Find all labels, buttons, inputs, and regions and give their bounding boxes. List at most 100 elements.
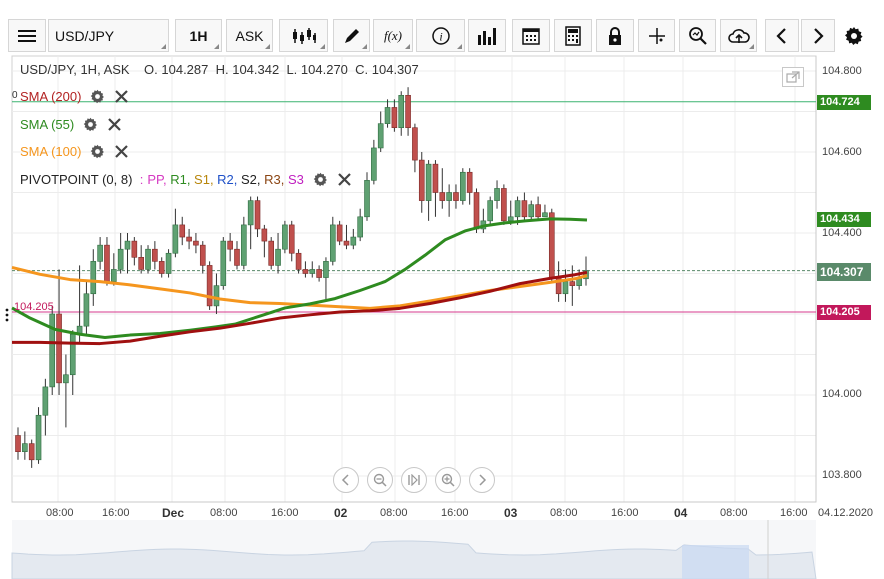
candle-body	[302, 269, 309, 274]
crosshair-button[interactable]	[638, 19, 675, 52]
volume-bars-button[interactable]	[468, 19, 506, 52]
candle-body	[35, 414, 42, 461]
price-axis-label: 104.400	[822, 227, 862, 239]
candle-body	[69, 333, 76, 376]
pivot-parts: PP, R1, S1, R2, S2, R3, S3	[147, 172, 304, 187]
indicator-label: SMA (100)	[20, 143, 82, 159]
candle-body	[364, 180, 370, 218]
low-value: L. 104.270	[286, 62, 348, 77]
candle-body	[494, 188, 500, 201]
candle-body	[309, 269, 316, 274]
time-axis-label: 16:00	[441, 507, 469, 519]
close-icon[interactable]	[114, 89, 129, 104]
dropdown-corner-icon	[265, 44, 270, 49]
time-axis-label: 08:00	[46, 507, 74, 519]
previous-button[interactable]	[765, 19, 799, 52]
dropdown-corner-icon	[362, 44, 367, 49]
candle-body	[521, 200, 528, 218]
candle-body	[241, 224, 247, 266]
candle-body	[288, 224, 295, 254]
scroll-left-button[interactable]	[333, 467, 359, 493]
time-axis-label: Dec	[162, 506, 185, 520]
time-axis-label: 16:00	[780, 507, 808, 519]
functions-button[interactable]: f(x)	[373, 19, 413, 52]
bar-chart-icon	[478, 27, 496, 45]
price-side-select[interactable]: ASK	[226, 19, 273, 52]
calendar-button[interactable]	[512, 19, 550, 52]
time-axis-label: 08:00	[210, 507, 238, 519]
reset-zoom-button[interactable]	[401, 467, 427, 493]
candle-body	[111, 269, 117, 282]
pivot-part: S3	[287, 171, 304, 187]
time-axis-label: 16:00	[611, 507, 639, 519]
candle-body	[124, 240, 131, 250]
close-icon[interactable]	[114, 144, 129, 159]
calendar-icon	[522, 27, 540, 45]
lock-icon	[609, 26, 621, 45]
candle-body	[152, 248, 158, 262]
next-button[interactable]	[801, 19, 835, 52]
pivot-separator: :	[139, 171, 144, 187]
candle-body	[254, 200, 261, 230]
candle-body	[528, 204, 535, 218]
chart-type-button[interactable]	[279, 19, 328, 52]
settings-button[interactable]	[839, 19, 869, 52]
zoom-in-button[interactable]	[435, 467, 461, 493]
candle-body	[145, 248, 151, 270]
date-label: 04.12.2020	[818, 507, 874, 519]
pivot-part: PP,	[147, 171, 171, 187]
symbol-select[interactable]: USD/JPY	[48, 19, 169, 52]
time-axis-label: 03	[504, 506, 518, 520]
candle-body	[193, 240, 199, 246]
indicator-sma-100: SMA (100)	[20, 141, 129, 161]
info-button[interactable]: i	[416, 19, 465, 52]
cloud-save-button[interactable]	[720, 19, 757, 52]
hamburger-menu-button[interactable]	[8, 19, 46, 52]
calculator-button[interactable]	[554, 19, 592, 52]
sma-200-line	[12, 270, 588, 346]
gear-icon[interactable]	[313, 172, 328, 187]
candle-body	[432, 163, 439, 193]
calculator-icon	[565, 25, 581, 46]
price-tag-support: 104.205	[817, 305, 871, 320]
candle-body	[165, 252, 172, 274]
gear-icon[interactable]	[90, 144, 105, 159]
candle-body	[282, 224, 288, 250]
expand-chart-button[interactable]	[782, 67, 804, 87]
symbol-value: USD/JPY	[55, 27, 115, 44]
price-axis-label: 104.000	[822, 388, 862, 400]
candle-body	[562, 281, 569, 295]
pivot-part: R2,	[217, 171, 242, 187]
high-value: H. 104.342	[215, 62, 280, 77]
pivot-part: R1,	[170, 171, 195, 187]
candle-body	[179, 224, 186, 238]
toolbar: USD/JPY 1H ASK f(x)	[0, 0, 884, 54]
candle-body	[28, 443, 35, 461]
draw-tools-button[interactable]	[333, 19, 370, 52]
lock-button[interactable]	[596, 19, 634, 52]
candle-body	[569, 281, 576, 286]
gear-icon[interactable]	[83, 117, 98, 132]
gear-icon[interactable]	[90, 89, 105, 104]
zoom-button[interactable]	[679, 19, 716, 52]
candle-body	[371, 147, 377, 181]
close-icon[interactable]	[337, 172, 352, 187]
close-icon[interactable]	[107, 117, 122, 132]
candle-body	[90, 261, 97, 295]
candle-body	[350, 236, 357, 246]
scroll-right-button[interactable]	[469, 467, 495, 493]
pivot-part: S1,	[194, 171, 218, 187]
candle-body	[412, 127, 418, 161]
drag-handle-icon[interactable]	[5, 307, 9, 323]
pencil-icon	[344, 28, 359, 43]
time-axis-label: 08:00	[380, 507, 408, 519]
chevron-right-icon	[814, 27, 824, 44]
candle-body	[206, 265, 213, 307]
zoom-out-button[interactable]	[367, 467, 393, 493]
chevron-left-icon	[776, 27, 786, 44]
timeframe-select[interactable]: 1H	[175, 19, 222, 52]
fx-label: f(x)	[383, 27, 403, 43]
candle-body	[329, 224, 336, 262]
navigator-window	[682, 545, 749, 579]
